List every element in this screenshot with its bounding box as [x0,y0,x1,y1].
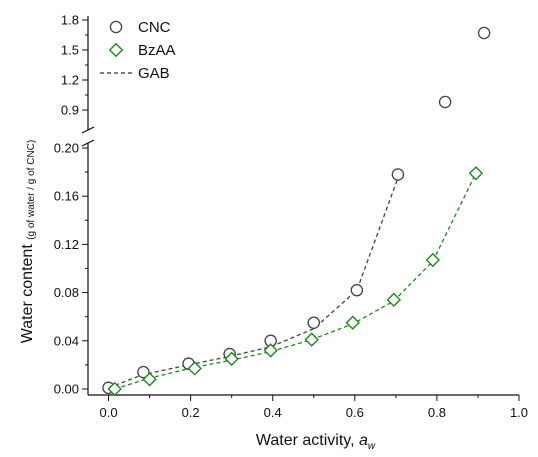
bzaa-data-point [224,351,239,367]
y-tick-label: 0.00 [54,381,79,396]
legend-bzaa-marker [108,42,124,58]
axis-labels: Water activity, aw Water content (g of wa… [19,140,376,452]
cnc-data-point [438,95,452,109]
y-axis-label: Water content (g of water / g of CNC) [19,140,37,343]
bzaa-data-point [386,292,401,308]
bzaa-data-point [425,252,440,268]
cnc-data-point [350,283,364,297]
y-tick-label: 1.2 [61,73,79,88]
axes: 0.0 0.2 0.4 0.6 0.8 1.0 0.00 0.04 0.08 0.12 0.16 0.… [54,13,528,421]
x-tick-label: 0.2 [182,405,200,420]
fit-lines [108,173,477,390]
y-tick-label: 0.12 [54,237,79,252]
legend: CNC BzAA GAB [100,19,176,82]
y-tick-label: 0.9 [61,103,79,118]
x-tick-label: 1.0 [510,405,528,420]
x-tick-label: 0.0 [99,405,117,420]
y-tick-label: 1.8 [61,13,79,28]
gab-fit-line-bzaa [114,173,477,390]
y-tick-label: 0.20 [54,141,79,156]
cnc-data-point [307,316,321,329]
y-tick-label: 0.16 [54,189,79,204]
bzaa-data-point [345,315,360,330]
legend-label-cnc: CNC [138,19,171,36]
bzaa-data-point [468,166,484,181]
cnc-data-point [391,168,405,181]
cnc-data-point [477,26,491,40]
y-tick-label: 0.04 [54,333,79,348]
bzaa-data-point [304,332,319,347]
legend-label-gab: GAB [138,65,170,82]
axis-break-mark-lower [81,139,95,147]
bzaa-data-point [263,343,278,358]
legend-label-bzaa: BzAA [138,42,176,59]
bzaa-data-point [142,372,157,387]
legend-cnc-marker [109,20,123,34]
x-axis-label: Water activity, aw [256,432,376,452]
cnc-data-point [137,365,150,379]
data-markers [102,26,491,397]
bzaa-data-point [107,381,122,397]
bzaa-data-point [187,361,202,376]
gab-fit-line-cnc [108,177,399,389]
x-tick-label: 0.8 [428,405,446,420]
y-tick-label: 0.08 [54,285,79,300]
x-tick-label: 0.4 [264,405,282,420]
axis-break-mark-upper [81,126,95,134]
y-tick-label: 1.5 [61,43,79,58]
x-tick-label: 0.6 [346,405,364,420]
